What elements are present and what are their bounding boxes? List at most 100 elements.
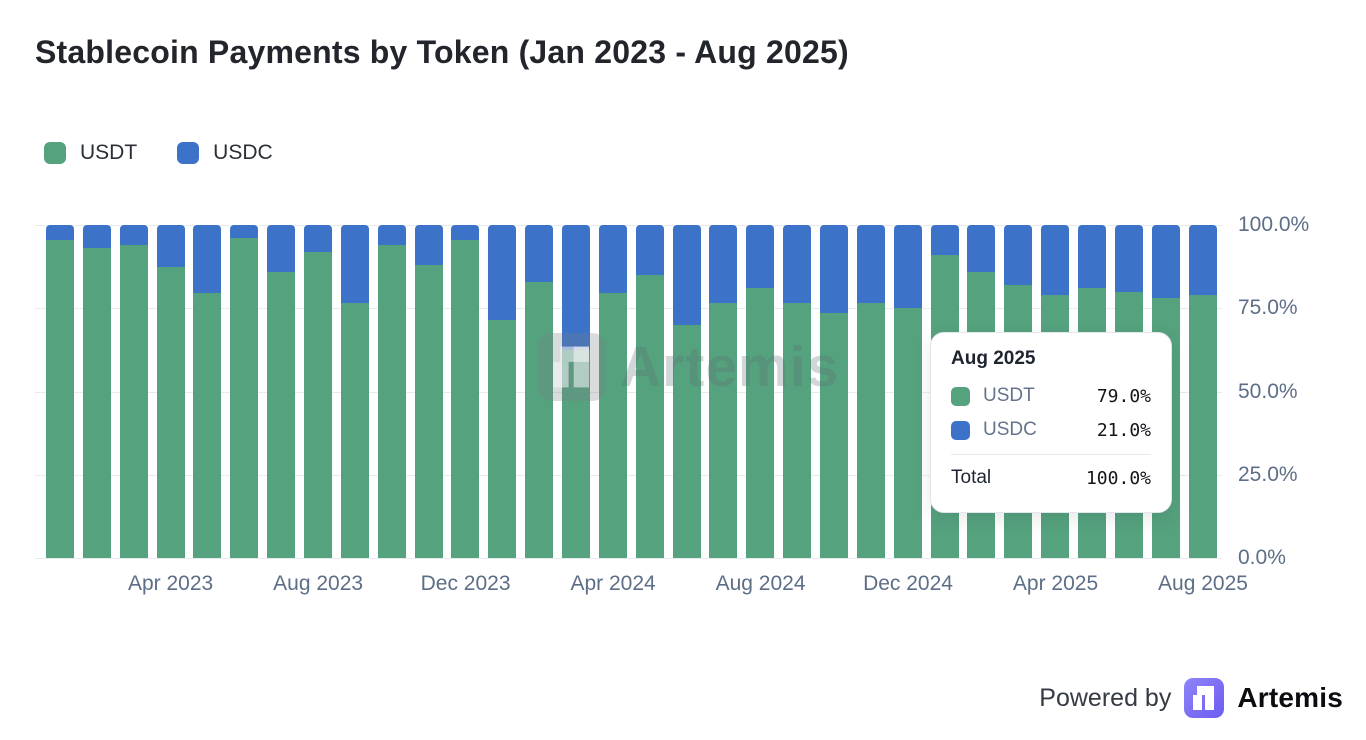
bar-aug-2023[interactable] [304,225,333,558]
segment-usdc [746,225,775,289]
x-axis-labels: Apr 2023 Aug 2023 Dec 2023 Apr 2024 Aug 2024… [35,572,1248,602]
segment-usdt [893,308,922,558]
segment-usdt [193,293,222,558]
segment-usdc [414,225,443,265]
tooltip-total-row: Total 100.0% [951,467,1151,489]
legend-label-usdt: USDT [80,141,138,164]
segment-usdc [856,225,885,304]
segment-usdc [451,225,480,240]
segment-usdc [193,225,222,294]
segment-usdt [230,238,259,558]
y-axis-tick-label: 0.0% [1238,546,1286,569]
tooltip-row-usdc: USDC 21.0% [951,419,1151,441]
gridline [35,225,1222,226]
segment-usdc [119,225,148,245]
x-axis-tick-label: Aug 2025 [1158,572,1248,595]
usdt-swatch-icon [44,142,66,164]
y-axis-labels: 100.0% 75.0% 50.0% 25.0% 0.0% [1238,213,1358,569]
x-axis-tick-label: Dec 2023 [420,572,511,595]
bar-jul-2023[interactable] [267,225,296,558]
bar-jan-2024[interactable] [488,225,517,558]
x-axis-tick-label: Apr 2024 [570,572,656,595]
bar-dec-2023[interactable] [451,225,480,558]
tooltip-divider [951,454,1151,455]
segment-usdt [267,271,296,558]
bar-nov-2023[interactable] [414,225,443,558]
legend-label-usdc: USDC [213,141,273,164]
segment-usdc [930,225,959,255]
segment-usdt [783,303,812,558]
page-title: Stablecoin Payments by Token (Jan 2023 -… [35,34,849,70]
chart-tooltip: Aug 2025 USDT 79.0% USDC 21.0% Total 100… [930,332,1172,513]
y-axis-tick-label: 75.0% [1238,296,1298,320]
bar-sep-2024[interactable] [783,225,812,558]
legend-item-usdc[interactable]: USDC [177,141,273,165]
segment-usdt [82,248,111,558]
segment-usdc [156,225,185,267]
powered-by-text: Powered by [1039,683,1172,712]
bar-apr-2023[interactable] [156,225,185,558]
tooltip-value-usdt: 79.0% [1096,385,1151,407]
tooltip-value-usdc: 21.0% [1096,419,1151,441]
y-axis-tick-label: 50.0% [1238,379,1298,403]
y-axis-tick-label: 100.0% [1238,213,1310,236]
segment-usdc [635,225,664,275]
segment-usdc [1151,225,1180,299]
gridline [35,391,1222,393]
segment-usdt [377,244,406,558]
bar-feb-2023[interactable] [82,225,111,558]
bar-oct-2023[interactable] [377,225,406,558]
bar-jun-2023[interactable] [230,225,259,558]
bar-feb-2024[interactable] [525,225,554,558]
segment-usdc [82,225,111,249]
segment-usdt [820,313,849,558]
bar-apr-2024[interactable] [598,225,627,558]
segment-usdc [267,225,296,272]
x-axis-tick-label: Dec 2024 [863,572,953,595]
segment-usdc [672,225,701,325]
bar-nov-2024[interactable] [856,225,885,558]
bar-dec-2024[interactable] [893,225,922,558]
segment-usdc [1041,225,1070,295]
segment-usdc [377,225,406,245]
bar-jan-2023[interactable] [46,225,74,558]
bar-oct-2024[interactable] [820,225,849,558]
usdc-swatch-icon [177,142,200,164]
footer: Powered by Artemis [1039,678,1343,718]
segment-usdt [119,244,148,558]
bar-may-2024[interactable] [635,225,664,558]
segment-usdc [562,225,591,350]
segment-usdt [414,264,443,558]
segment-usdt [451,239,480,558]
bar-mar-2024[interactable] [562,225,591,558]
tooltip-row-usdt: USDT 79.0% [951,385,1151,407]
bar-aug-2025[interactable] [1188,225,1217,558]
segment-usdc [1078,225,1107,289]
segment-usdt [340,303,369,558]
segment-usdc [488,225,517,320]
segment-usdt [709,303,738,558]
segment-usdc [1114,225,1143,292]
segment-usdc [340,225,369,304]
bar-sep-2023[interactable] [340,225,369,558]
segment-usdt [1188,294,1217,558]
artemis-logo-icon[interactable] [1184,678,1225,718]
bar-mar-2023[interactable] [119,225,148,558]
legend-item-usdt[interactable]: USDT [44,141,137,165]
segment-usdc [525,225,554,282]
gridline [35,308,1222,310]
bar-aug-2024[interactable] [746,225,775,558]
brand-text[interactable]: Artemis [1237,682,1343,713]
segment-usdt [525,281,554,558]
segment-usdt [598,293,627,558]
bar-may-2023[interactable] [193,225,222,558]
segment-usdt [635,274,664,558]
y-axis-tick-label: 25.0% [1238,462,1298,486]
segment-usdt [488,319,517,558]
bar-jun-2024[interactable] [672,225,701,558]
bar-jul-2024[interactable] [709,225,738,558]
segment-usdt [856,303,885,558]
usdt-swatch-icon [951,386,970,406]
segment-usdc [598,225,627,294]
